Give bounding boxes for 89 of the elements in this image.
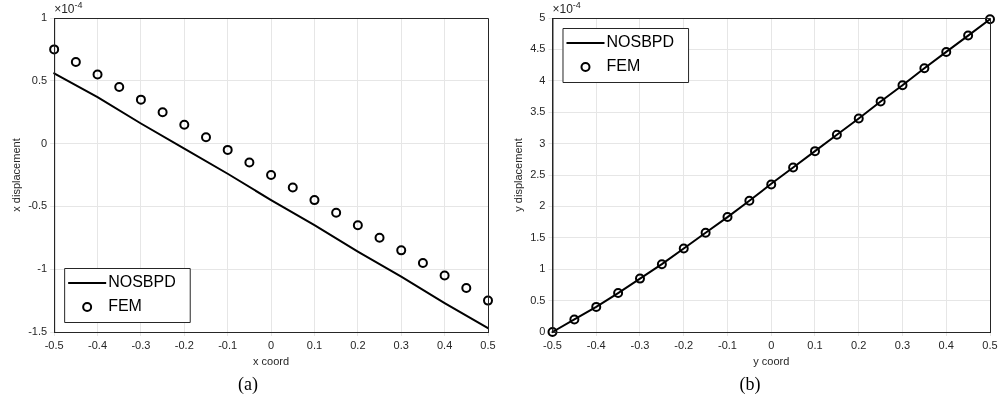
- point: [963, 30, 974, 41]
- legend-label: NOSBPD: [108, 273, 176, 291]
- point: [244, 157, 255, 168]
- y-axis-title: x displacement: [9, 138, 22, 212]
- point: [613, 288, 624, 299]
- point: [222, 144, 233, 155]
- x-tick-label: 0.1: [306, 338, 323, 351]
- x-tick-label: -0.2: [674, 338, 694, 351]
- point: [92, 69, 103, 80]
- point: [374, 232, 385, 243]
- y-tick-label: 1: [41, 11, 48, 24]
- y-tick-label: 3: [539, 136, 546, 149]
- y-tick-label: 4: [539, 73, 546, 86]
- y-tick-label: 3.5: [530, 105, 546, 118]
- y-tick-label: 5: [539, 11, 546, 24]
- x-tick-label: 0.5: [480, 338, 496, 351]
- x-tick-label: 0.1: [807, 338, 823, 351]
- x-tick-label: -0.3: [131, 338, 151, 351]
- x-tick-label: 0: [268, 338, 275, 351]
- y-tick-label: -1.5: [28, 325, 48, 338]
- y-tick-label: 0: [41, 136, 48, 149]
- x-axis-title: y coord: [753, 354, 790, 367]
- point: [266, 170, 277, 180]
- point: [287, 182, 298, 193]
- y-tick-label: 2: [539, 199, 546, 212]
- x-tick-label: 0: [768, 338, 775, 351]
- point: [700, 227, 711, 238]
- x-tick-label: -0.1: [218, 338, 238, 351]
- point: [569, 314, 580, 325]
- x-tick-label: -0.3: [630, 338, 650, 351]
- x-tick-label: 0.5: [982, 338, 998, 351]
- point: [634, 273, 645, 284]
- y-axis-title: y displacement: [511, 138, 524, 212]
- x-tick-label: -0.1: [718, 338, 737, 351]
- x-tick-label: -0.4: [88, 338, 108, 351]
- y-tick-label: 0: [539, 325, 546, 338]
- point: [919, 63, 930, 74]
- point: [788, 162, 799, 173]
- x-tick-label: 0.2: [851, 338, 867, 351]
- point: [179, 119, 190, 130]
- point: [831, 129, 842, 140]
- point: [875, 96, 886, 107]
- legend-label: FEM: [108, 297, 142, 315]
- point: [417, 257, 428, 268]
- y-tick-label: -1: [37, 262, 48, 275]
- y-tick-label: -0.5: [28, 199, 48, 212]
- point: [985, 14, 995, 25]
- point: [49, 44, 60, 55]
- x-tick-label: 0.4: [938, 338, 954, 351]
- x-tick-label: 0.4: [436, 338, 453, 351]
- point: [461, 283, 472, 294]
- point: [114, 82, 125, 93]
- point: [678, 243, 689, 254]
- legend-label: FEM: [606, 57, 641, 75]
- point: [591, 301, 602, 312]
- point: [331, 207, 342, 218]
- point: [853, 113, 864, 124]
- point: [157, 107, 168, 118]
- point: [547, 327, 558, 337]
- y-tick-label: 2.5: [530, 168, 546, 181]
- point: [766, 179, 777, 190]
- point: [70, 56, 81, 67]
- x-axis-title: x coord: [253, 354, 290, 367]
- point: [656, 259, 667, 270]
- point: [941, 46, 952, 57]
- y-tick-label: 1: [539, 262, 546, 275]
- y-tick-label: 4.5: [530, 42, 546, 55]
- point: [810, 146, 820, 157]
- x-tick-label: 0.2: [350, 338, 366, 351]
- x-tick-label: -0.2: [174, 338, 194, 351]
- text: (a): [238, 373, 258, 395]
- x-tick-label: -0.4: [586, 338, 606, 351]
- point: [744, 195, 755, 206]
- text: (b): [739, 373, 761, 395]
- point: [897, 80, 908, 91]
- point: [396, 245, 407, 256]
- point: [309, 195, 320, 206]
- point: [439, 270, 450, 281]
- x-tick-label: 0.3: [393, 338, 409, 351]
- y-tick-label: 0.5: [530, 293, 546, 306]
- x-tick-label: 0.3: [894, 338, 911, 351]
- point: [722, 212, 733, 223]
- point: [483, 295, 493, 306]
- point: [135, 94, 146, 105]
- legend-label: NOSBPD: [606, 33, 675, 51]
- y-tick-label: 1.5: [530, 230, 546, 243]
- point: [201, 132, 211, 143]
- y-tick-label: 0.5: [31, 73, 48, 86]
- point: [352, 220, 363, 231]
